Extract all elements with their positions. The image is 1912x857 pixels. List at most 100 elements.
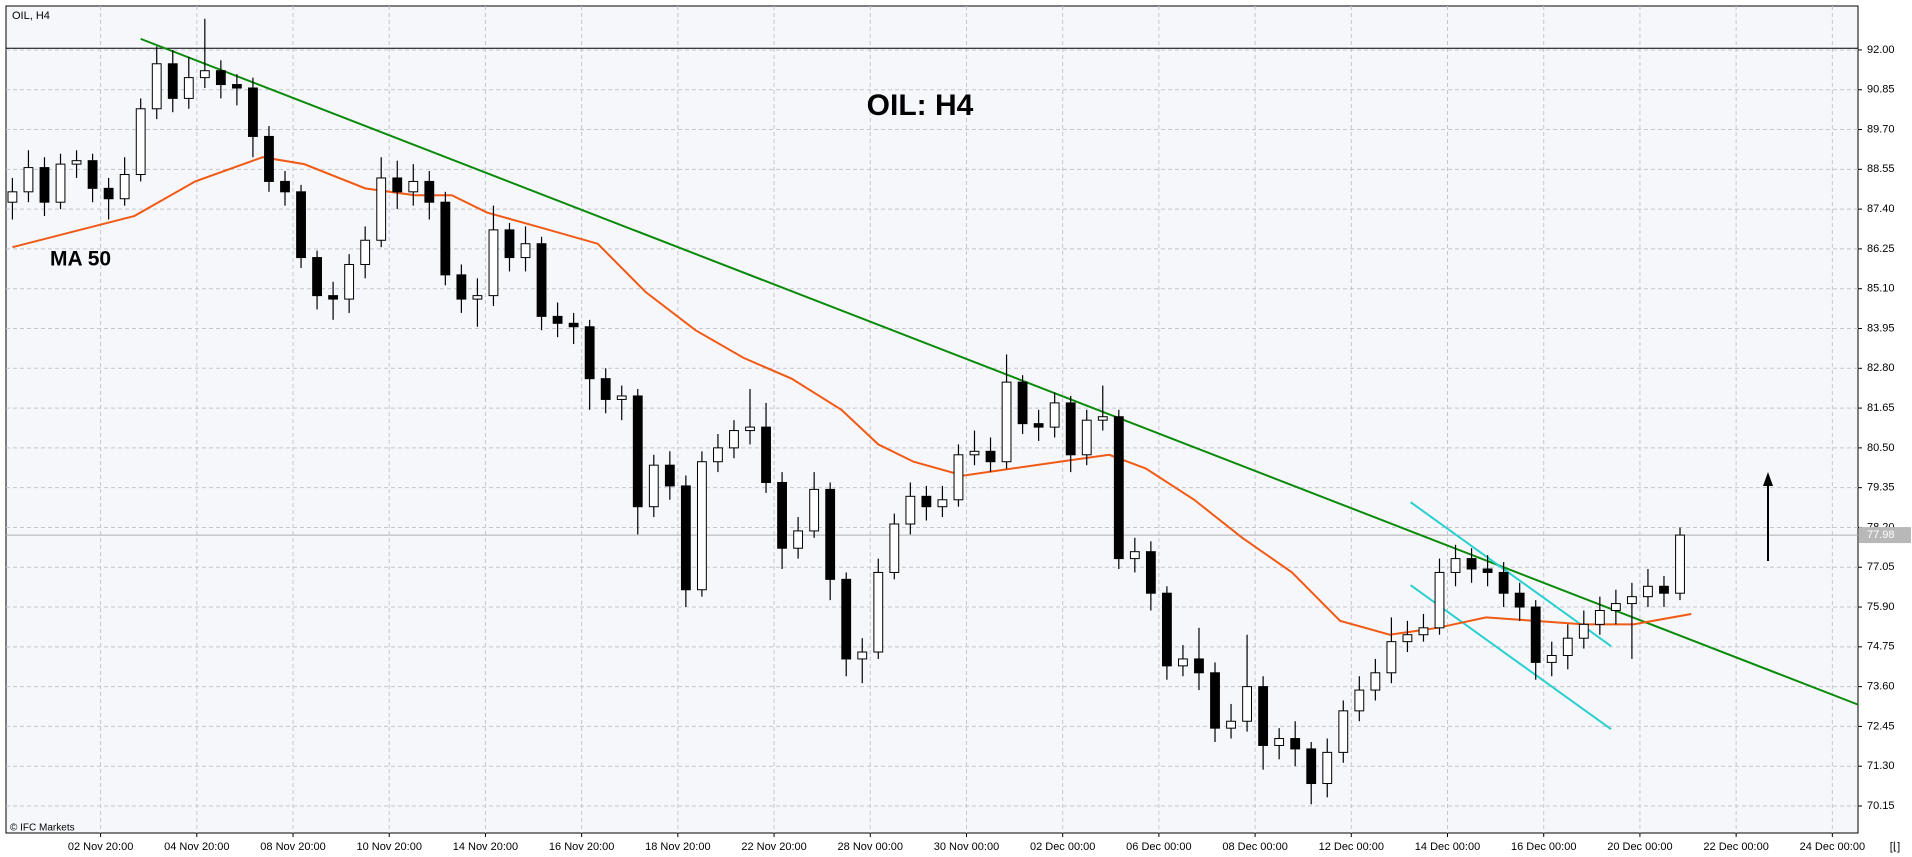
- candle-body: [1258, 686, 1269, 746]
- candle-body: [408, 180, 419, 193]
- copyright: © IFC Markets: [10, 823, 75, 834]
- candle-body: [969, 450, 980, 456]
- candle-body: [1161, 592, 1172, 667]
- candle-body: [841, 578, 852, 660]
- x-tick-label: 16 Dec 00:00: [1511, 841, 1576, 853]
- y-tick-label: 77.05: [1867, 561, 1895, 573]
- marks: [6, 18, 1859, 805]
- candle-body: [1322, 751, 1333, 785]
- candle-body: [1354, 689, 1365, 712]
- y-tick-label: 92.00: [1867, 44, 1895, 56]
- candle-body: [1434, 571, 1445, 629]
- corner-icon: [⌊]: [1890, 841, 1900, 853]
- y-tick-label: 90.85: [1867, 84, 1895, 96]
- ma-label: MA 50: [50, 248, 111, 271]
- candle-body: [424, 180, 435, 203]
- candle-body: [1113, 416, 1124, 560]
- x-tick-label: 30 Nov 00:00: [934, 841, 999, 853]
- x-tick-label: 14 Dec 00:00: [1415, 841, 1480, 853]
- candle-body: [1610, 603, 1621, 612]
- candle-body: [376, 177, 387, 241]
- candle-body: [905, 495, 916, 525]
- x-tick-label: 24 Dec 00:00: [1800, 841, 1865, 853]
- candle-body: [488, 229, 499, 297]
- x-tick-label: 02 Nov 20:00: [68, 841, 133, 853]
- candle-body: [296, 191, 306, 259]
- y-tick-label: 89.70: [1867, 123, 1895, 135]
- candle-body: [55, 163, 66, 203]
- candle-body: [1178, 658, 1188, 667]
- candle-body: [440, 201, 451, 276]
- last-price-box: [1859, 527, 1911, 544]
- candle-body: [1482, 568, 1493, 573]
- candle-body: [1466, 558, 1477, 570]
- y-tick-label: 75.90: [1867, 601, 1895, 613]
- candle-body: [1675, 534, 1685, 594]
- candle-body: [568, 322, 579, 328]
- candle-body: [456, 274, 467, 300]
- candle-body: [664, 464, 675, 487]
- candle-body: [1097, 416, 1108, 421]
- candle-body: [1530, 606, 1541, 663]
- trend-line: [1410, 501, 1612, 647]
- candle-body: [23, 167, 34, 193]
- candle-body: [1627, 596, 1637, 605]
- x-tick-label: 18 Nov 20:00: [645, 841, 710, 853]
- trend-line: [140, 37, 1859, 706]
- candle-body: [119, 174, 130, 200]
- candle-body: [1017, 381, 1028, 425]
- candle-body: [680, 485, 691, 591]
- candle-body: [151, 63, 162, 110]
- candle-body: [1306, 748, 1317, 785]
- candle-body: [1386, 641, 1397, 674]
- x-tick-label: 16 Nov 20:00: [549, 841, 614, 853]
- candle-body: [504, 229, 515, 259]
- candle-body: [1562, 637, 1573, 656]
- candle-body: [857, 651, 868, 660]
- candle-body: [1065, 402, 1076, 456]
- y-tick-label: 86.25: [1867, 243, 1895, 255]
- candle-body: [1594, 610, 1605, 625]
- candle-body: [616, 395, 627, 400]
- candle-body: [183, 77, 194, 99]
- y-tick-label: 74.75: [1867, 641, 1895, 653]
- candle-body: [873, 571, 884, 653]
- candle-body: [264, 135, 274, 182]
- candle-body: [199, 70, 210, 79]
- y-tick-label: 87.40: [1867, 203, 1895, 215]
- y-tick-label: 72.45: [1867, 720, 1895, 732]
- y-tick-label: 79.35: [1867, 482, 1895, 494]
- candle-body: [1274, 738, 1285, 746]
- x-tick-label: 10 Nov 20:00: [357, 841, 422, 853]
- y-tick-label: 88.55: [1867, 163, 1895, 175]
- y-tick-label: 85.10: [1867, 283, 1895, 295]
- x-tick-label: 06 Dec 00:00: [1126, 841, 1191, 853]
- x-tick-label: 12 Dec 00:00: [1319, 841, 1384, 853]
- y-tick-label: 83.95: [1867, 322, 1895, 334]
- candle-body: [39, 167, 50, 203]
- candle-body: [713, 447, 723, 463]
- candle-body: [1210, 672, 1220, 729]
- candle-body: [312, 257, 322, 297]
- y-tick-label: 80.50: [1867, 442, 1895, 454]
- y-tick-label: 73.60: [1867, 681, 1895, 693]
- candle-body: [103, 187, 114, 200]
- candle-body: [937, 499, 948, 508]
- candle-body: [745, 426, 755, 432]
- candle-body: [215, 70, 226, 86]
- candle-body: [1033, 423, 1044, 428]
- candle-body: [135, 108, 146, 176]
- y-tick-label: 82.80: [1867, 362, 1895, 374]
- candle-body: [71, 160, 82, 165]
- x-tick-label: 08 Nov 20:00: [260, 841, 325, 853]
- candle-body: [953, 454, 964, 501]
- x-tick-label: 14 Nov 20:00: [453, 841, 518, 853]
- last-price-label: 77.98: [1867, 529, 1895, 541]
- candle-body: [520, 243, 531, 259]
- chart-header: OIL, H4: [12, 10, 50, 22]
- candle-body: [7, 191, 18, 203]
- candle-body: [985, 450, 996, 463]
- candle-body: [392, 177, 403, 193]
